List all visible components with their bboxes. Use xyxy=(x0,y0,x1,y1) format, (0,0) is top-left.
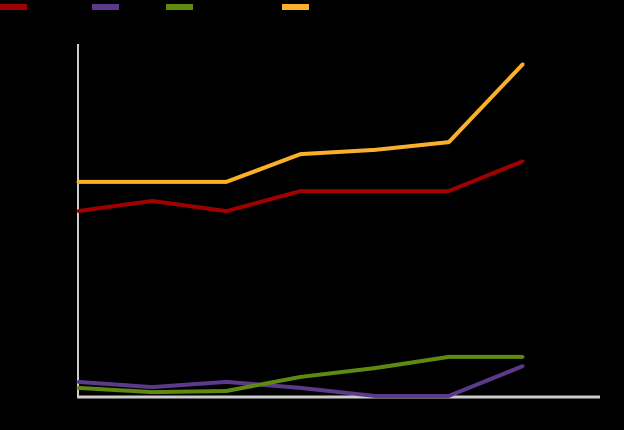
legend xyxy=(0,4,309,10)
data-point xyxy=(373,148,377,152)
data-point xyxy=(447,140,451,144)
data-point xyxy=(224,209,228,213)
data-point xyxy=(447,394,451,398)
data-point xyxy=(299,375,302,379)
legend-swatch-4 xyxy=(282,4,309,10)
data-point xyxy=(447,189,451,193)
data-point xyxy=(76,386,80,390)
legend-swatch-3 xyxy=(166,4,193,10)
data-point xyxy=(299,386,302,390)
legend-swatch-2 xyxy=(92,4,119,10)
series-lines xyxy=(76,62,525,398)
data-point xyxy=(521,159,525,163)
data-point xyxy=(150,199,154,203)
data-point xyxy=(76,209,80,213)
legend-swatch-1 xyxy=(0,4,27,10)
data-point xyxy=(76,180,80,184)
data-point xyxy=(521,62,525,66)
data-point xyxy=(224,389,228,393)
series-line-1 xyxy=(77,159,524,214)
data-point xyxy=(150,385,154,389)
data-point xyxy=(373,366,377,370)
data-point xyxy=(224,380,228,384)
data-point xyxy=(76,380,80,384)
data-point xyxy=(150,390,154,394)
data-point xyxy=(521,364,525,368)
data-point xyxy=(373,189,377,193)
data-point xyxy=(299,152,302,156)
data-point xyxy=(299,189,302,193)
data-point xyxy=(224,180,228,184)
data-point xyxy=(373,394,377,398)
data-point xyxy=(447,355,451,359)
data-point xyxy=(150,180,154,184)
series-line-4 xyxy=(78,62,525,184)
data-point xyxy=(521,355,525,359)
